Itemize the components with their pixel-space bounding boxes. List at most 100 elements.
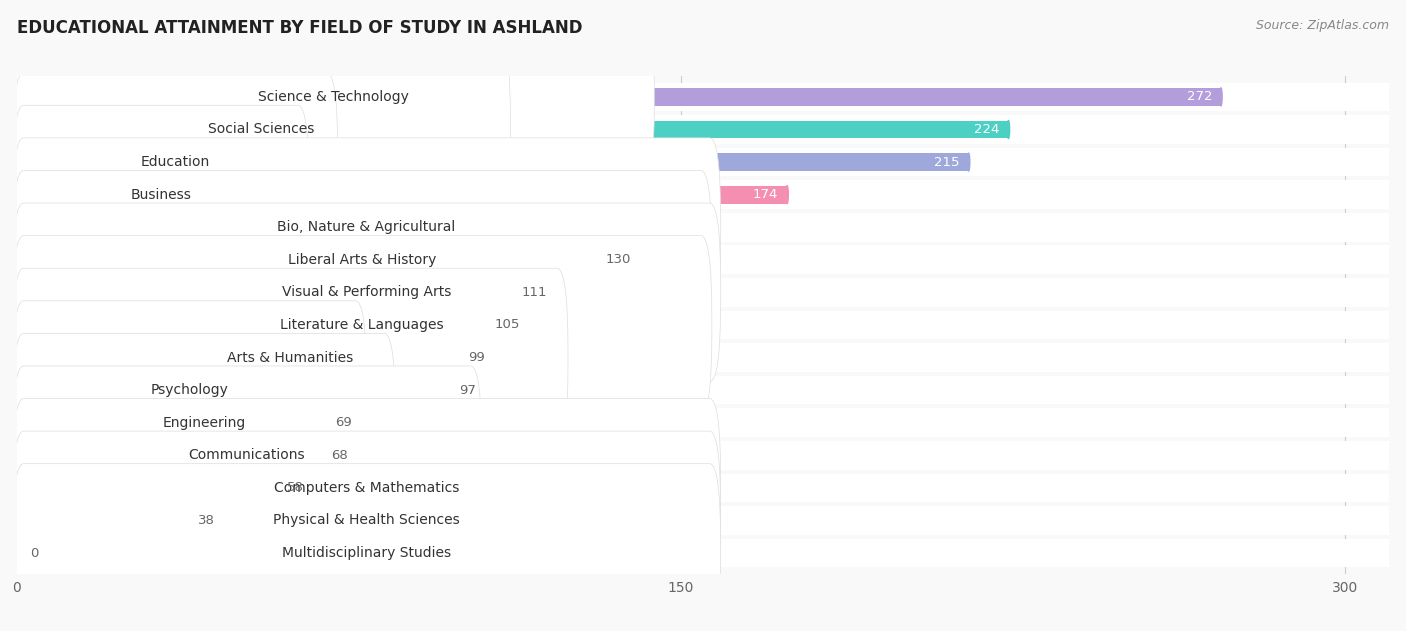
FancyBboxPatch shape <box>13 170 711 349</box>
Bar <box>17 310 1389 339</box>
Bar <box>17 343 1389 372</box>
Text: Liberal Arts & History: Liberal Arts & History <box>288 253 436 267</box>
Bar <box>17 446 318 464</box>
FancyBboxPatch shape <box>13 73 337 251</box>
Bar <box>17 283 508 302</box>
Text: Engineering: Engineering <box>162 416 246 430</box>
Circle shape <box>15 414 18 432</box>
Text: 105: 105 <box>495 319 520 331</box>
FancyBboxPatch shape <box>13 138 721 317</box>
Bar <box>17 376 1389 404</box>
Text: 111: 111 <box>522 286 547 299</box>
Text: 130: 130 <box>606 253 631 266</box>
Circle shape <box>1007 121 1010 138</box>
Text: 99: 99 <box>468 351 485 364</box>
Bar <box>17 506 1389 535</box>
Text: 58: 58 <box>287 481 304 494</box>
Bar <box>17 278 1389 307</box>
Text: 174: 174 <box>752 188 779 201</box>
Bar <box>17 512 186 529</box>
Bar <box>17 414 322 432</box>
Bar <box>17 115 1389 144</box>
Text: Visual & Performing Arts: Visual & Performing Arts <box>281 285 451 299</box>
Text: 97: 97 <box>460 384 477 397</box>
Text: Source: ZipAtlas.com: Source: ZipAtlas.com <box>1256 19 1389 32</box>
Text: Physical & Health Sciences: Physical & Health Sciences <box>273 514 460 528</box>
Circle shape <box>454 348 457 367</box>
Text: Literature & Languages: Literature & Languages <box>280 318 444 332</box>
Bar <box>17 544 20 562</box>
Text: 38: 38 <box>198 514 215 527</box>
Circle shape <box>1219 88 1222 106</box>
Bar <box>17 218 695 236</box>
Bar <box>17 180 1389 209</box>
Circle shape <box>15 316 18 334</box>
Text: 272: 272 <box>1187 90 1212 103</box>
Circle shape <box>967 153 970 171</box>
FancyBboxPatch shape <box>13 399 721 577</box>
Circle shape <box>15 218 18 236</box>
Text: Science & Technology: Science & Technology <box>257 90 409 104</box>
Circle shape <box>184 512 187 529</box>
Text: Business: Business <box>131 187 191 202</box>
FancyBboxPatch shape <box>13 235 711 415</box>
FancyBboxPatch shape <box>13 8 654 186</box>
Text: 153: 153 <box>659 221 685 233</box>
Text: Communications: Communications <box>188 448 305 463</box>
Circle shape <box>18 544 20 562</box>
Bar <box>17 88 1220 106</box>
FancyBboxPatch shape <box>13 40 510 219</box>
Circle shape <box>321 414 323 432</box>
Circle shape <box>591 251 593 269</box>
Text: Multidisciplinary Studies: Multidisciplinary Studies <box>283 546 451 560</box>
Text: Arts & Humanities: Arts & Humanities <box>228 351 353 365</box>
Text: Social Sciences: Social Sciences <box>208 122 315 136</box>
Text: 215: 215 <box>934 156 960 168</box>
Bar <box>17 251 592 269</box>
FancyBboxPatch shape <box>13 105 309 284</box>
Bar <box>17 186 787 204</box>
Circle shape <box>15 186 18 204</box>
Circle shape <box>15 479 18 497</box>
Circle shape <box>15 283 18 302</box>
Text: 68: 68 <box>332 449 347 462</box>
Bar <box>17 83 1389 111</box>
Bar <box>17 153 969 171</box>
Text: 224: 224 <box>974 123 1000 136</box>
Circle shape <box>786 186 789 204</box>
Circle shape <box>15 544 18 562</box>
FancyBboxPatch shape <box>13 366 482 545</box>
Text: Bio, Nature & Agricultural: Bio, Nature & Agricultural <box>277 220 456 234</box>
Bar <box>17 213 1389 242</box>
Bar <box>17 539 1389 567</box>
Bar <box>17 148 1389 177</box>
Bar <box>17 381 446 399</box>
FancyBboxPatch shape <box>13 464 721 631</box>
FancyBboxPatch shape <box>13 203 721 382</box>
Circle shape <box>15 88 18 106</box>
Text: EDUCATIONAL ATTAINMENT BY FIELD OF STUDY IN ASHLAND: EDUCATIONAL ATTAINMENT BY FIELD OF STUDY… <box>17 19 582 37</box>
FancyBboxPatch shape <box>13 301 367 480</box>
Circle shape <box>15 381 18 399</box>
FancyBboxPatch shape <box>13 333 395 512</box>
Circle shape <box>15 251 18 269</box>
Bar <box>17 408 1389 437</box>
Text: 0: 0 <box>30 546 38 560</box>
Bar <box>17 121 1008 138</box>
FancyBboxPatch shape <box>13 268 568 447</box>
Circle shape <box>316 446 319 464</box>
FancyBboxPatch shape <box>13 431 721 610</box>
Text: Education: Education <box>141 155 209 169</box>
Circle shape <box>446 381 447 399</box>
Circle shape <box>508 283 509 302</box>
Circle shape <box>15 153 18 171</box>
Text: Psychology: Psychology <box>150 383 228 397</box>
Circle shape <box>15 446 18 464</box>
Circle shape <box>15 121 18 138</box>
Circle shape <box>481 316 482 334</box>
Bar <box>17 473 1389 502</box>
Bar <box>17 441 1389 469</box>
Circle shape <box>693 218 696 236</box>
Bar <box>17 479 274 497</box>
Text: Computers & Mathematics: Computers & Mathematics <box>274 481 460 495</box>
